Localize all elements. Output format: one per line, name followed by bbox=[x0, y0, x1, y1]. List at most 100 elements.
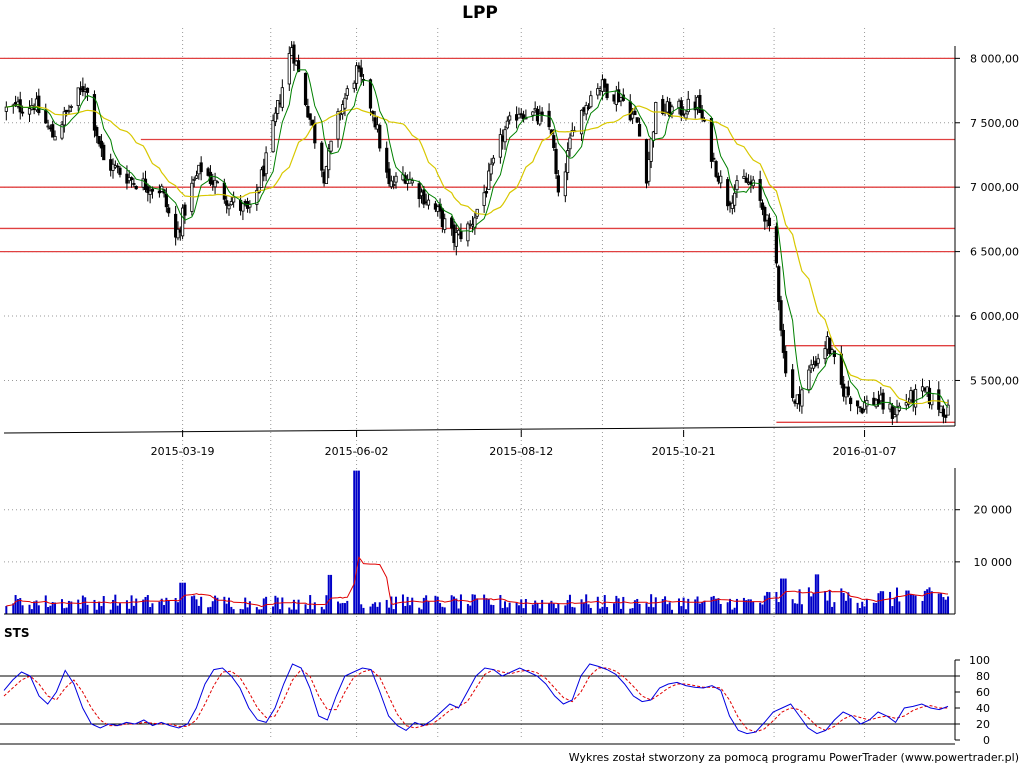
candle-body bbox=[308, 113, 312, 120]
candle-body bbox=[946, 404, 950, 416]
candle-body bbox=[849, 397, 853, 405]
candle-body bbox=[811, 364, 816, 369]
date-tick-label: 2015-06-02 bbox=[325, 445, 389, 458]
volume-bar bbox=[661, 599, 664, 614]
volume-bar bbox=[343, 603, 346, 614]
volume-bar bbox=[207, 607, 210, 614]
volume-bar bbox=[471, 594, 474, 614]
volume-bar bbox=[485, 598, 488, 614]
volume-bar bbox=[337, 601, 340, 614]
candle-body bbox=[763, 207, 767, 222]
volume-bar bbox=[149, 607, 152, 614]
volume-bar bbox=[244, 597, 247, 614]
volume-bar bbox=[629, 608, 632, 614]
volume-bar bbox=[130, 595, 133, 614]
volume-bar bbox=[374, 602, 377, 614]
candle-body bbox=[264, 152, 268, 175]
volume-bar bbox=[807, 587, 810, 614]
volume-bar bbox=[759, 602, 762, 614]
candle-body bbox=[630, 113, 635, 119]
volume-bar bbox=[749, 599, 752, 614]
volume-bar bbox=[636, 598, 639, 614]
volume-bar bbox=[940, 593, 943, 614]
volume-bar bbox=[589, 607, 592, 614]
volume-y-tick-label: 20 000 bbox=[974, 504, 1013, 517]
volume-bar bbox=[54, 602, 57, 614]
volume-bar bbox=[135, 598, 138, 614]
volume-bar bbox=[167, 600, 170, 614]
volume-bar bbox=[731, 609, 734, 614]
volume-bar bbox=[128, 608, 131, 614]
candle-body bbox=[709, 118, 714, 162]
candle-body bbox=[271, 120, 275, 153]
candle-body bbox=[343, 97, 347, 109]
candle-body bbox=[846, 386, 850, 396]
candle-body bbox=[181, 207, 185, 237]
volume-bar bbox=[158, 601, 161, 614]
volume-bar bbox=[712, 595, 715, 614]
candle-body bbox=[489, 163, 493, 175]
volume-bar bbox=[633, 600, 636, 614]
volume-bar bbox=[225, 603, 228, 614]
volume-bar bbox=[550, 600, 553, 614]
candle-body bbox=[807, 369, 811, 391]
volume-bar bbox=[452, 596, 455, 614]
volume-bar bbox=[60, 599, 63, 614]
volume-bar bbox=[568, 594, 571, 614]
volume-bar bbox=[214, 595, 217, 614]
volume-bar bbox=[276, 597, 279, 614]
candle-body bbox=[719, 175, 723, 184]
volume-bar bbox=[898, 601, 901, 614]
volume-bar bbox=[923, 590, 926, 614]
candle-body bbox=[92, 94, 97, 131]
candle-body bbox=[730, 202, 734, 209]
candle-body bbox=[97, 136, 101, 145]
volume-bar bbox=[323, 609, 326, 614]
volume-bar bbox=[14, 595, 17, 614]
stochastic-y-tick-label: 60 bbox=[976, 686, 990, 699]
volume-bar bbox=[928, 587, 931, 614]
candle-body bbox=[392, 184, 396, 186]
volume-bar bbox=[768, 592, 771, 614]
candle-body bbox=[890, 406, 894, 419]
volume-bar bbox=[51, 602, 54, 614]
volume-bar bbox=[422, 597, 425, 614]
stochastic-y-tick-label: 100 bbox=[969, 654, 990, 667]
volume-bar bbox=[587, 604, 590, 614]
volume-bar bbox=[520, 599, 523, 614]
volume-bar bbox=[411, 597, 414, 614]
volume-bar bbox=[466, 603, 469, 614]
date-tick-label: 2015-08-12 bbox=[489, 445, 553, 458]
candle-body bbox=[855, 400, 860, 407]
volume-bar bbox=[613, 603, 616, 614]
volume-bar bbox=[842, 592, 845, 614]
candle-body bbox=[684, 113, 688, 119]
volume-bar bbox=[680, 606, 683, 614]
volume-bar bbox=[585, 594, 588, 614]
volume-bar bbox=[615, 595, 618, 614]
volume-bar bbox=[28, 604, 31, 614]
volume-bar bbox=[517, 605, 520, 614]
volume-bar bbox=[782, 578, 785, 614]
candle-body bbox=[712, 157, 716, 160]
date-tick-label: 2015-03-19 bbox=[151, 445, 215, 458]
candle-body bbox=[568, 137, 572, 150]
date-tick-label: 2015-10-21 bbox=[652, 445, 716, 458]
volume-bar bbox=[295, 609, 298, 614]
price-y-tick-label: 5 500,00 bbox=[970, 374, 1019, 387]
candle-body bbox=[76, 87, 80, 106]
volume-bar bbox=[209, 606, 212, 614]
volume-bar bbox=[258, 609, 261, 614]
volume-bar bbox=[487, 598, 490, 614]
candle-body bbox=[487, 170, 491, 190]
volume-bar bbox=[531, 604, 534, 614]
candle-body bbox=[192, 178, 196, 181]
stochastic-k-line bbox=[3, 663, 949, 735]
volume-bar bbox=[617, 598, 620, 614]
volume-bar bbox=[476, 598, 479, 614]
candle-body bbox=[167, 207, 171, 214]
volume-bar bbox=[717, 598, 720, 614]
volume-bar bbox=[394, 596, 397, 614]
volume-bar bbox=[239, 608, 242, 614]
